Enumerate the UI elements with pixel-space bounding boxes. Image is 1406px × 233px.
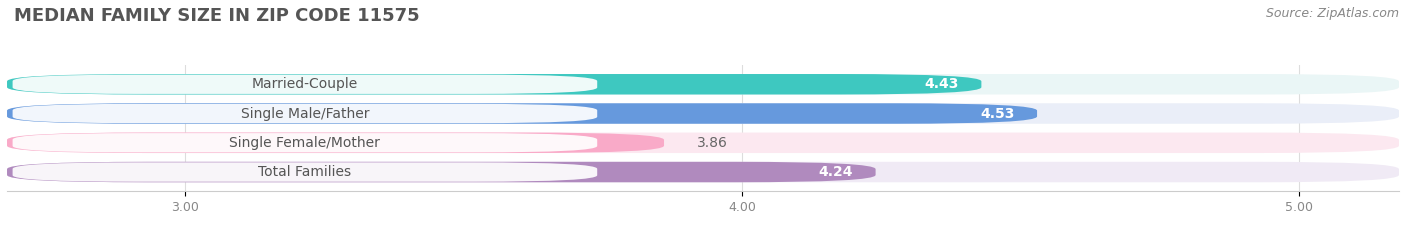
Text: 4.43: 4.43 — [925, 77, 959, 91]
FancyBboxPatch shape — [7, 74, 981, 95]
Text: 4.53: 4.53 — [980, 106, 1015, 120]
FancyBboxPatch shape — [7, 162, 876, 182]
FancyBboxPatch shape — [7, 74, 1399, 95]
Text: Total Families: Total Families — [259, 165, 352, 179]
FancyBboxPatch shape — [7, 162, 1399, 182]
FancyBboxPatch shape — [7, 133, 1399, 153]
FancyBboxPatch shape — [13, 104, 598, 123]
Text: Married-Couple: Married-Couple — [252, 77, 359, 91]
Text: MEDIAN FAMILY SIZE IN ZIP CODE 11575: MEDIAN FAMILY SIZE IN ZIP CODE 11575 — [14, 7, 419, 25]
Text: 3.86: 3.86 — [697, 136, 728, 150]
Text: Single Female/Mother: Single Female/Mother — [229, 136, 381, 150]
FancyBboxPatch shape — [7, 103, 1038, 124]
FancyBboxPatch shape — [13, 162, 598, 182]
Text: Source: ZipAtlas.com: Source: ZipAtlas.com — [1265, 7, 1399, 20]
Text: 4.24: 4.24 — [818, 165, 853, 179]
FancyBboxPatch shape — [7, 133, 664, 153]
FancyBboxPatch shape — [13, 75, 598, 94]
FancyBboxPatch shape — [7, 103, 1399, 124]
FancyBboxPatch shape — [13, 133, 598, 152]
Text: Single Male/Father: Single Male/Father — [240, 106, 370, 120]
